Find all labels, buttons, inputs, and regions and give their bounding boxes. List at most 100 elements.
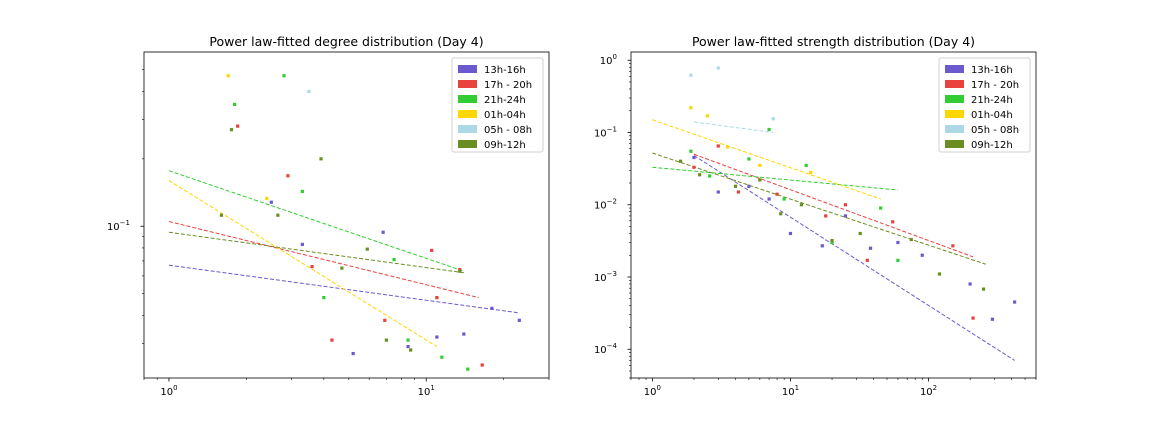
legend-swatch — [945, 80, 964, 88]
data-point-s4 — [705, 114, 709, 118]
legend-label: 13h-16h — [484, 65, 526, 76]
legend-label: 17h - 20h — [484, 80, 532, 91]
data-point-s2 — [736, 190, 741, 194]
data-point-s3 — [300, 189, 304, 194]
data-point-s1 — [896, 240, 900, 245]
data-point-s3 — [689, 149, 693, 153]
legend-label: 21h-24h — [971, 95, 1013, 106]
data-point-s4 — [265, 196, 269, 201]
data-point-s2 — [480, 363, 484, 367]
data-point-s1 — [490, 306, 494, 310]
legend-label: 09h-12h — [484, 140, 526, 151]
data-point-s3 — [440, 355, 444, 359]
chart-2: Power law-fitted strength distribution (… — [594, 34, 1037, 398]
data-point-s6 — [340, 266, 344, 270]
data-point-s2 — [286, 174, 290, 178]
data-point-s2 — [865, 258, 869, 262]
data-point-s1 — [406, 345, 410, 349]
data-point-s6 — [319, 157, 323, 161]
legend-swatch — [458, 140, 477, 148]
chart-1: Power law-fitted degree distribution (Da… — [107, 34, 550, 398]
y-tick-label: 10−1 — [594, 125, 617, 139]
data-point-s6 — [909, 237, 913, 242]
data-point-s5 — [307, 89, 311, 94]
legend-label: 01h-04h — [971, 110, 1013, 121]
legend-label: 17h - 20h — [971, 80, 1019, 91]
fit-line-1 — [693, 155, 1015, 361]
axes-frame — [143, 51, 550, 379]
data-point-s4 — [725, 145, 730, 149]
data-point-s1 — [968, 282, 972, 286]
x-tick-label: 101 — [782, 384, 799, 398]
data-point-s3 — [406, 338, 410, 342]
legend-swatch — [945, 65, 964, 73]
data-point-s1 — [868, 246, 873, 250]
y-tick-label: 10−3 — [594, 270, 617, 284]
data-point-s6 — [937, 272, 942, 276]
data-point-s2 — [716, 144, 720, 148]
data-point-s4 — [226, 74, 230, 78]
data-point-s6 — [229, 128, 234, 132]
data-point-s2 — [236, 124, 240, 128]
data-point-s3 — [747, 157, 751, 161]
data-point-s6 — [698, 173, 702, 177]
data-point-s6 — [981, 287, 986, 291]
x-tick-label: 100 — [644, 384, 661, 398]
legend-swatch — [458, 80, 477, 88]
data-point-s6 — [409, 348, 413, 352]
data-point-s6 — [276, 213, 280, 217]
data-point-s6 — [678, 159, 683, 163]
data-point-s1 — [747, 184, 751, 188]
data-point-s3 — [896, 258, 900, 262]
data-point-s3 — [233, 102, 237, 107]
data-point-s4 — [809, 170, 813, 175]
data-point-s3 — [282, 74, 286, 78]
data-point-s2 — [971, 316, 975, 320]
data-point-s3 — [830, 240, 834, 245]
x-tick-label: 101 — [418, 384, 435, 398]
data-point-s2 — [383, 318, 387, 322]
data-point-s3 — [767, 127, 771, 132]
y-tick-label: 10−2 — [594, 198, 617, 212]
data-point-s1 — [269, 200, 273, 204]
fit-line-6 — [168, 231, 464, 274]
data-point-s6 — [458, 269, 462, 273]
data-point-s1 — [767, 197, 771, 201]
fit-line-6 — [652, 152, 987, 265]
data-point-s2 — [430, 248, 434, 252]
data-point-s3 — [879, 206, 883, 210]
fit-line-3 — [168, 170, 464, 272]
data-point-s6 — [779, 212, 783, 216]
fit-line-2 — [168, 221, 479, 299]
data-point-s6 — [758, 178, 762, 182]
x-tick-label: 102 — [920, 384, 937, 398]
data-point-s3 — [782, 197, 786, 201]
data-point-s4 — [689, 106, 693, 110]
data-point-s6 — [799, 203, 804, 207]
data-point-s1 — [990, 317, 995, 321]
data-point-s6 — [365, 247, 369, 251]
chart-title: Power law-fitted strength distribution (… — [692, 34, 975, 49]
x-tick-label: 100 — [160, 384, 177, 398]
data-point-s1 — [381, 230, 385, 234]
data-point-s1 — [1013, 300, 1017, 304]
data-point-s1 — [692, 155, 696, 160]
data-point-s1 — [820, 244, 824, 248]
legend-swatch — [945, 140, 964, 148]
data-point-s1 — [435, 335, 439, 339]
data-point-s1 — [351, 351, 355, 356]
fit-line-4 — [168, 180, 438, 348]
legend-swatch — [458, 125, 477, 133]
legend-label: 13h-16h — [971, 65, 1013, 76]
legend-label: 21h-24h — [484, 95, 526, 106]
y-tick-label: 100 — [600, 53, 617, 67]
legend-label: 09h-12h — [971, 140, 1013, 151]
data-point-s2 — [951, 244, 955, 248]
data-point-s2 — [824, 214, 828, 218]
legend-swatch — [945, 125, 964, 133]
fit-line-4 — [652, 119, 881, 200]
data-point-s2 — [435, 296, 439, 300]
data-point-s5 — [716, 66, 720, 70]
data-point-s1 — [517, 318, 521, 322]
chart-title: Power law-fitted degree distribution (Da… — [209, 34, 483, 49]
